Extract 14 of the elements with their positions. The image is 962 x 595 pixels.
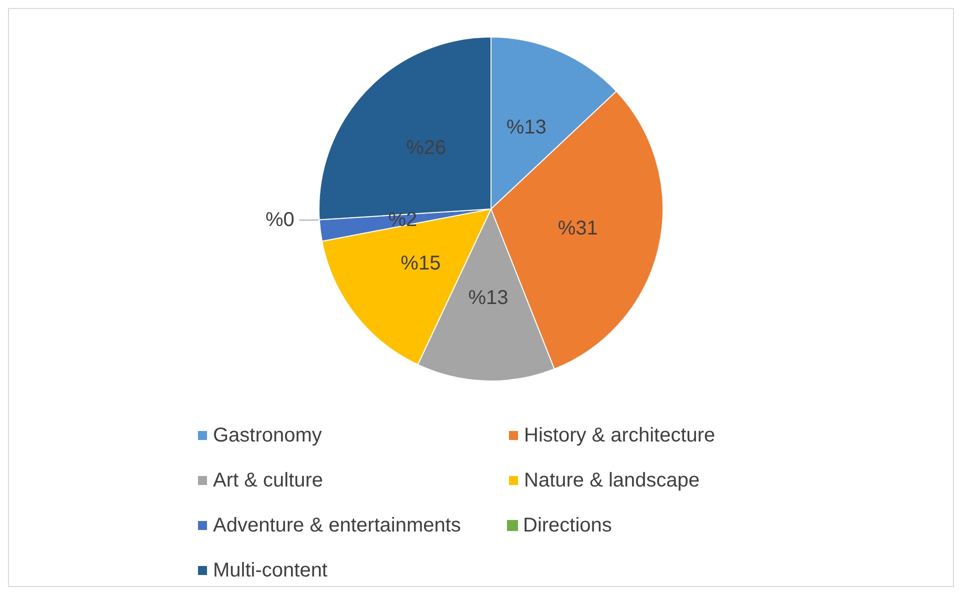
data-label: %2 [388,209,418,232]
legend-label: History & architecture [524,424,716,446]
legend-label: Directions [523,514,612,536]
legend-label: Adventure & entertainments [213,514,461,536]
data-label: %13 [468,286,508,309]
legend-label: Nature & landscape [524,470,700,492]
data-label: %15 [400,252,441,275]
data-label: %31 [558,217,598,240]
data-label: %13 [506,116,546,138]
text: %0 [265,209,294,232]
legend-label: Multi-content [213,560,328,582]
legend-label: Gastronomy [213,424,322,446]
data-label: %26 [406,137,446,160]
legend-label: Art & culture [213,470,324,492]
